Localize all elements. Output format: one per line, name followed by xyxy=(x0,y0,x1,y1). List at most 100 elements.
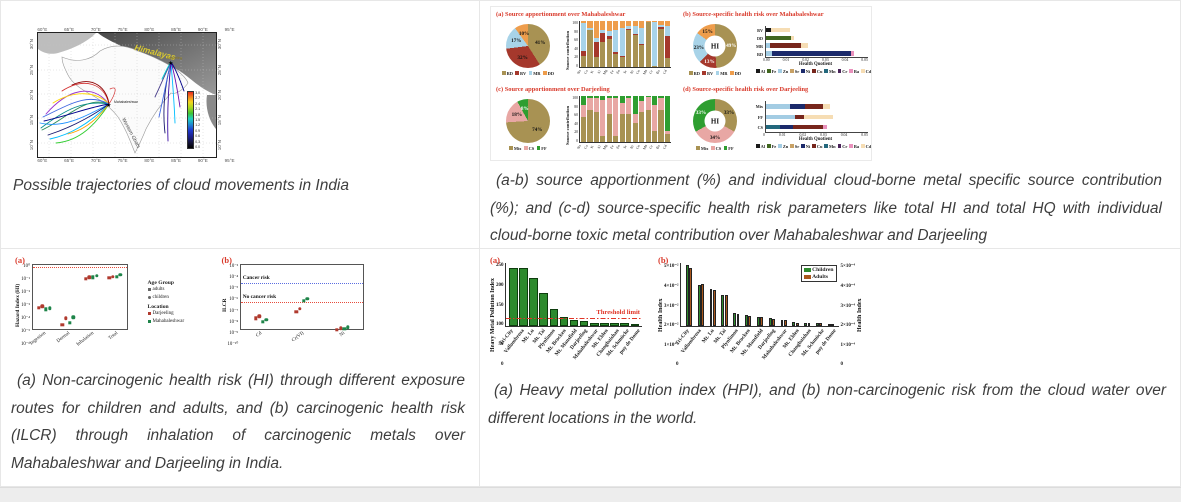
sw xyxy=(715,71,720,76)
sc-ticks: 10⁰ 10⁻¹ 10⁻² 10⁻³ 10⁻⁴ 10⁻⁵ 10⁻⁶ xyxy=(21,264,32,347)
span: 0 xyxy=(576,63,578,68)
p-label: (b) xyxy=(221,255,232,265)
india-map-svg: ★ ★ Himalayas Darjeeling Mahabaleshwar W… xyxy=(38,33,216,157)
sw xyxy=(689,71,693,76)
span: 10⁻⁹ xyxy=(229,330,239,336)
grp-bar xyxy=(792,322,796,327)
grp-bar xyxy=(780,319,784,327)
india-cloud-trajectory-figure[interactable]: 60°E 65°E 70°E 75°E 80°E 85°E 90°E 95°E 30°N 25°… xyxy=(29,27,243,163)
leg-it: Zn xyxy=(778,144,788,149)
vbar xyxy=(579,320,589,327)
span: 0 xyxy=(676,361,679,367)
li: 1.5 xyxy=(195,117,200,122)
grp-slot xyxy=(814,263,824,327)
source-apportionment-figure[interactable]: (a) Source apportionment over Mahabalesh… xyxy=(490,6,872,161)
path xyxy=(61,83,110,105)
grp-slot xyxy=(743,263,753,327)
pie-hole: HI xyxy=(704,35,726,57)
stack-col xyxy=(619,21,625,67)
seg xyxy=(626,114,632,142)
li: 25°N xyxy=(29,64,34,75)
li: 30°N xyxy=(29,39,34,50)
hseg xyxy=(801,43,808,48)
sw xyxy=(767,144,771,149)
scatter-ilcr: (b) ILCR 10⁻³ 10⁻⁴ 10⁻⁵ 10⁻⁶ 10⁻⁷ 10⁻⁸ 10⁻⁹ 10⁻¹⁰… xyxy=(222,255,364,347)
hbar-axis: 0 0.01 0.02 0.03 0.04 0.05 xyxy=(763,133,868,137)
hbar-track xyxy=(765,104,869,109)
stack-plot xyxy=(579,21,671,68)
seg xyxy=(600,33,606,42)
seg xyxy=(619,96,625,103)
pie-center: HI xyxy=(710,42,720,51)
hseg xyxy=(771,51,851,56)
stack-col xyxy=(651,21,658,67)
stack-col xyxy=(581,96,587,142)
li: 1.8 xyxy=(195,112,200,117)
horizontal-scrollbar[interactable] xyxy=(0,487,1181,502)
span: Mix xyxy=(755,104,763,110)
grp-bar xyxy=(689,267,693,327)
b: Cr xyxy=(842,68,848,74)
pt xyxy=(40,304,45,309)
sw xyxy=(778,69,782,74)
pie-leg: Mix CS FF xyxy=(696,145,734,151)
hseg xyxy=(765,104,791,109)
stack-col xyxy=(632,96,638,142)
span: 0.03 xyxy=(820,133,827,138)
seg xyxy=(632,25,638,34)
ref-lbl: No cancer risk xyxy=(242,293,277,300)
pt xyxy=(335,328,339,332)
span: BV xyxy=(757,27,763,33)
seg xyxy=(664,21,670,26)
health-risk-figure[interactable]: (a) Hazard Index (HI) 10⁰ 10⁻¹ 10⁻² 10⁻³ 10⁻⁴ 1… xyxy=(11,255,469,359)
li: 3.0 xyxy=(195,91,200,95)
pie-lbl: 74% xyxy=(532,126,543,133)
stack-col xyxy=(600,21,606,67)
span: 10⁻¹⁰ xyxy=(227,341,239,347)
seg xyxy=(651,21,658,66)
grp-bar xyxy=(795,322,799,327)
b: FF xyxy=(728,145,734,151)
leg-it: BV xyxy=(515,71,526,76)
stacked-source-contribution-mahabaleshwar: Source contribution 100 80 60 40 20 0 Na Ca K Al Mg… xyxy=(565,21,671,79)
pie: 74% 18% 8% xyxy=(506,99,550,144)
sw xyxy=(515,71,520,76)
span: 0.03 xyxy=(821,58,829,63)
leg-it: Al xyxy=(756,69,765,74)
sw xyxy=(778,144,782,149)
leg-it: Ba xyxy=(849,69,859,74)
vbar xyxy=(539,293,548,327)
pt xyxy=(37,305,41,310)
sw xyxy=(502,71,506,76)
panel-d-title: (d) Source-specific health risk over Dar… xyxy=(683,86,809,93)
rot-ylab: Hazard Index (HI) xyxy=(15,283,21,328)
li: 10°N xyxy=(29,140,34,151)
pie-lbl: 8% xyxy=(520,105,529,112)
span: 20 xyxy=(574,130,578,135)
panel-d-darjeeling-risk: (d) Source-specific health risk over Dar… xyxy=(683,86,871,158)
bar-plot: Children Adults xyxy=(680,263,839,328)
seg xyxy=(639,112,645,142)
b: Mn xyxy=(829,143,836,149)
span: 2×10⁻² xyxy=(664,323,679,329)
rot-ylab: ILCR xyxy=(221,298,228,313)
stack-col xyxy=(581,21,587,67)
hpi-figure[interactable]: (a) Heavy Metal Pollution Index 250 200 150 1… xyxy=(488,255,1166,367)
pie-source-mahabaleshwar: 41% 32% 17% 10% RD BV MR DD xyxy=(496,24,560,76)
vbar xyxy=(600,323,609,327)
span: 0.01 xyxy=(782,58,790,63)
li: 75°E xyxy=(117,27,128,32)
span: Darjeeling xyxy=(152,311,174,316)
span: 0.02 xyxy=(799,133,807,138)
seg xyxy=(632,34,638,67)
stack-col xyxy=(593,21,599,67)
span: 10⁻⁸ xyxy=(229,319,239,325)
east-terrain xyxy=(206,95,216,129)
hseg xyxy=(805,104,823,109)
seg xyxy=(664,133,670,142)
seg xyxy=(619,102,625,115)
pt xyxy=(71,315,75,320)
hseg xyxy=(765,27,771,33)
darjeeling-label: Darjeeling xyxy=(167,56,182,60)
stack-col xyxy=(626,96,632,142)
